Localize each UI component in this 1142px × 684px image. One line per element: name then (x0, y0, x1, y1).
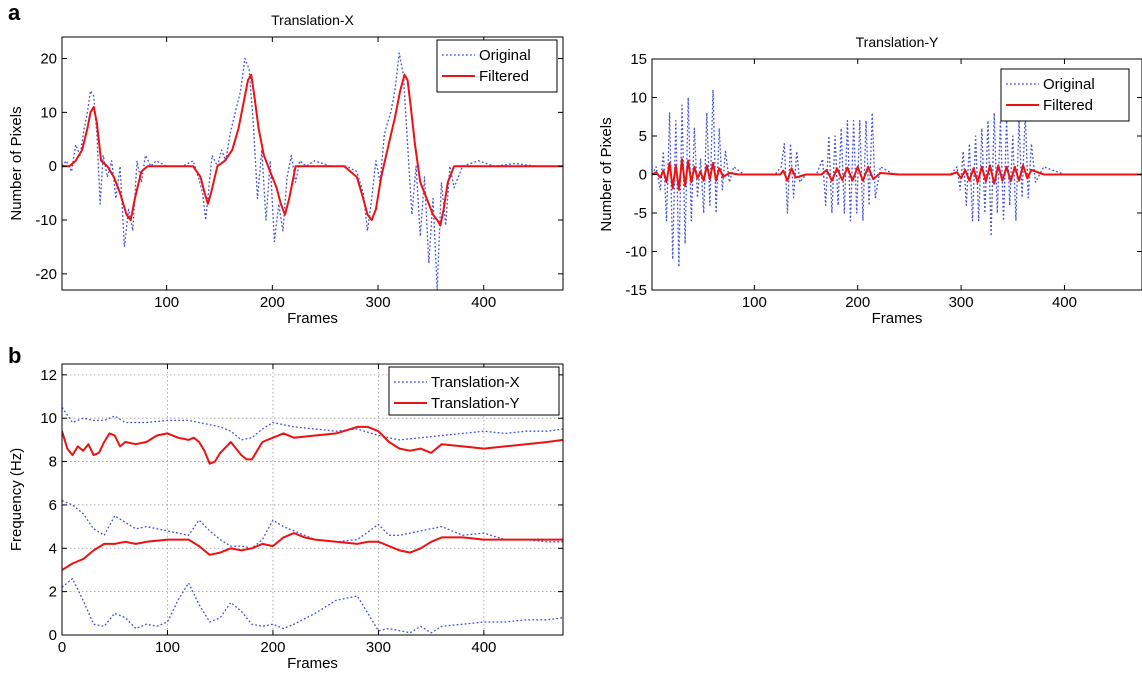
chart0-legend-label-0: Original (479, 47, 531, 64)
chart0-title: Translation-X (271, 12, 354, 28)
chart1-xtick-label-1: 200 (845, 294, 870, 311)
chart-frequency: 0 100 200 300 400 0 2 4 6 8 10 12 Frames Frequency (H… (8, 363, 564, 672)
panel-label-b: b (8, 343, 21, 368)
chart2-series-2-line (62, 577, 563, 634)
chart1-xtick-label-3: 400 (1052, 294, 1077, 311)
chart2-series-0-line (62, 407, 563, 441)
chart2-xtick-label-2: 200 (260, 639, 285, 656)
chart0-xtick-label-2: 300 (366, 294, 391, 311)
chart1-title: Translation-Y (856, 34, 939, 50)
chart0-ylabel: Number of Pixels (8, 106, 25, 220)
chart2-legend: Translation-X Translation-Y (388, 366, 560, 416)
chart1-ytick-label-2: -5 (634, 205, 647, 222)
chart0-series-1-line (62, 73, 563, 227)
chart2-legend-box (388, 366, 560, 416)
chart2-ytick-label-1: 2 (49, 584, 57, 601)
chart1-series-1-line (652, 158, 1142, 191)
chart1-xtick-label-0: 100 (742, 294, 767, 311)
chart2-ytick-label-3: 6 (49, 497, 57, 514)
chart1-ylabel: Number of Pixels (598, 117, 615, 231)
chart1-legend-label-1: Filtered (1043, 97, 1093, 114)
chart0-ytick-label-4: 20 (40, 51, 57, 68)
chart0-legend: Original Filtered (436, 39, 558, 93)
chart0-ytick-label-3: 10 (40, 104, 57, 121)
chart2-series-4-line (62, 532, 563, 571)
chart0-ytick-label-2: 0 (49, 158, 57, 175)
chart2-ylabel: Frequency (Hz) (8, 448, 25, 551)
chart0-ytick-label-0: -20 (35, 266, 57, 283)
chart1-ytick-label-6: 15 (630, 51, 647, 68)
chart2-ytick-label-4: 8 (49, 454, 57, 471)
chart2-xtick-label-3: 300 (366, 639, 391, 656)
chart2-ytick-label-0: 0 (49, 627, 57, 644)
chart2-series-1-line (62, 499, 563, 549)
chart2-ytick-label-6: 12 (40, 367, 57, 384)
panel-label-a: a (8, 0, 21, 25)
chart2-xlabel: Frames (287, 655, 338, 672)
chart2-ytick-label-2: 4 (49, 540, 57, 557)
chart0-xtick-label-0: 100 (154, 294, 179, 311)
chart1-legend-box (1000, 68, 1130, 122)
chart1-ytick-label-4: 5 (639, 128, 647, 145)
chart-translation-x: 100 200 300 400 -20 -10 0 10 20 Translation-X Fram… (8, 12, 564, 327)
chart1-ytick-label-3: 0 (639, 167, 647, 184)
chart1-series-0-line (652, 89, 1142, 268)
chart1-ytick-label-0: -15 (625, 282, 647, 299)
chart2-ytick-label-5: 10 (40, 410, 57, 427)
chart1-ytick-label-5: 10 (630, 90, 647, 107)
chart1-ytick-label-1: -10 (625, 244, 647, 261)
chart0-xlabel: Frames (287, 310, 338, 327)
chart-translation-y: 100 200 300 400 -15 -10 -5 0 5 10 15 Translation-Y F… (598, 34, 1142, 327)
chart0-legend-box (436, 39, 558, 93)
chart2-legend-label-0: Translation-X (431, 374, 520, 391)
chart2-xtick-label-0: 0 (58, 639, 66, 656)
chart1-xlabel: Frames (872, 310, 923, 327)
chart1-legend-label-0: Original (1043, 76, 1095, 93)
chart0-xtick-label-1: 200 (260, 294, 285, 311)
chart0-ytick-label-1: -10 (35, 212, 57, 229)
chart2-xtick-label-1: 100 (155, 639, 180, 656)
chart1-legend: Original Filtered (1000, 68, 1130, 122)
chart2-series-3-line (62, 425, 563, 465)
chart2-axes-frame (61, 363, 564, 636)
chart2-legend-label-1: Translation-Y (431, 395, 520, 412)
chart1-xtick-label-2: 300 (949, 294, 974, 311)
chart0-axes-frame (61, 36, 564, 291)
chart2-xtick-label-4: 400 (471, 639, 496, 656)
chart0-xtick-label-3: 400 (471, 294, 496, 311)
chart0-legend-label-1: Filtered (479, 68, 529, 85)
